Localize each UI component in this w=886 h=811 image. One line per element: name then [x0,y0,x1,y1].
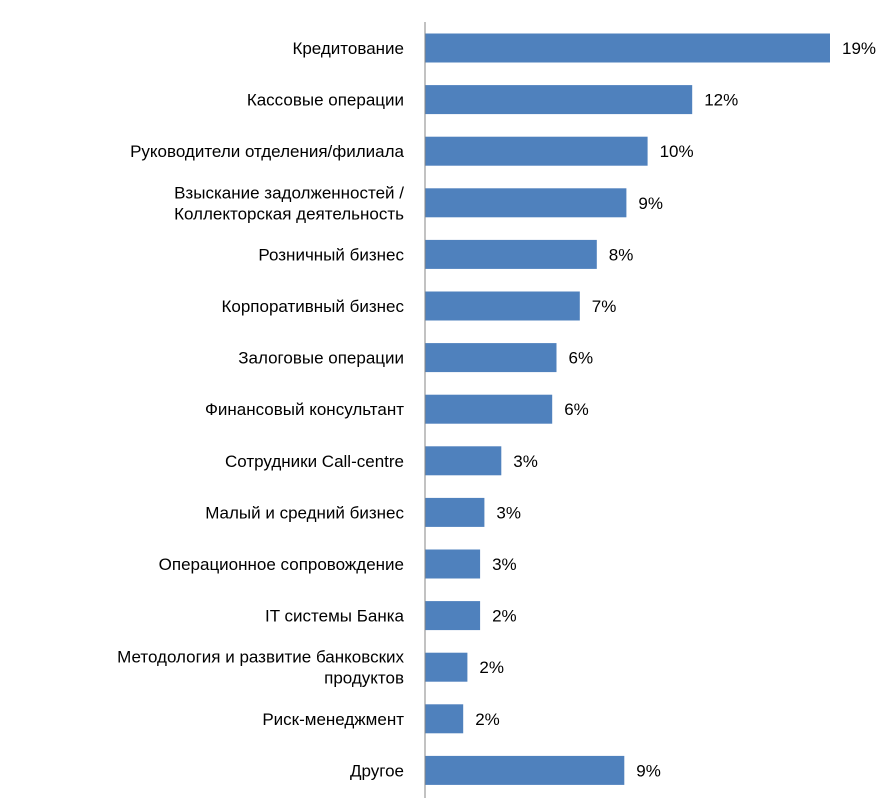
category-label: Другое [350,761,404,780]
bar [425,291,580,321]
bar [425,704,464,734]
bar [425,394,553,424]
category-label: Финансовый консультант [205,400,404,419]
category-label: Кассовые операции [247,91,404,110]
category-label: Операционное сопровождение [159,555,404,574]
data-labels: 19% 12% 10% 9% 8% 7% 6% 6% 3% 3% 3% 2% 2% 2% 9% [475,39,876,780]
data-label: 9% [636,761,661,780]
category-labels: Кредитование Кассовые операции Руководител… [117,39,404,780]
category-label: Корпоративный бизнес [221,297,404,316]
category-label: Сотрудники Call-centre [225,452,404,471]
category-label: Взыскание задолженностей / [174,183,404,202]
data-label: 3% [513,452,538,471]
bar [425,33,830,63]
category-label: Кредитование [292,39,404,58]
bar [425,652,468,682]
bar [425,136,648,166]
data-label: 3% [492,555,517,574]
data-label: 2% [479,658,504,677]
category-label: Розничный бизнес [258,245,404,264]
data-label: 9% [638,194,663,213]
bar [425,601,481,631]
bar [425,755,625,785]
data-label: 2% [492,607,517,626]
data-label: 8% [609,245,634,264]
data-label: 7% [592,297,617,316]
bar [425,446,502,476]
data-label: 19% [842,39,876,58]
bar [425,239,597,269]
category-label: Методология и развитие банковских [117,648,404,667]
bar [425,85,693,115]
bar [425,497,485,527]
data-label: 10% [660,142,694,161]
data-label: 12% [704,91,738,110]
bar [425,343,557,373]
category-label: IT системы Банка [265,607,405,626]
category-label: Залоговые операции [238,349,404,368]
category-label: продуктов [324,669,404,688]
data-label: 3% [496,503,521,522]
category-label: Риск-менеджмент [262,710,404,729]
category-label: Малый и средний бизнес [205,503,404,522]
bar [425,188,627,218]
bar [425,549,481,579]
category-label: Коллекторская деятельность [174,204,404,223]
bars [425,33,830,785]
data-label: 2% [475,710,500,729]
data-label: 6% [564,400,589,419]
category-label: Руководители отделения/филиала [130,142,404,161]
data-label: 6% [569,349,594,368]
